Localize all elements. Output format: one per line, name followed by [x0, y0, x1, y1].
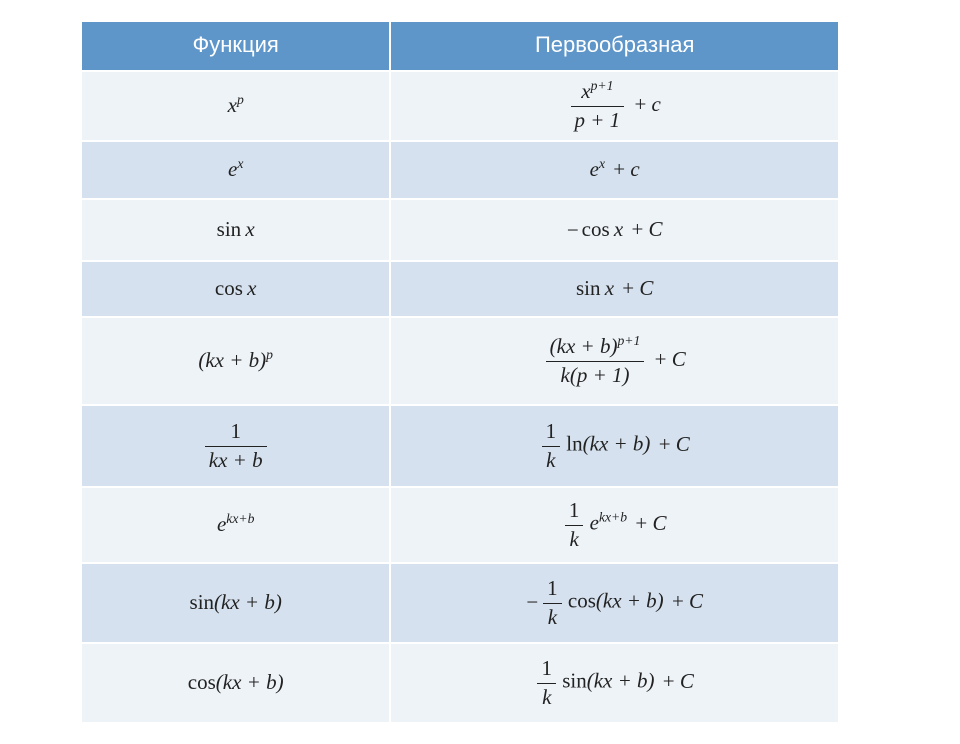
header-function: Функция [81, 21, 390, 71]
table-row: cos xsin x + C [81, 261, 839, 317]
antiderivative-cell: −1k cos(kx + b) + C [390, 563, 839, 643]
antiderivative-cell: (kx + b)p+1k(p + 1) + C [390, 317, 839, 405]
table-row: cos(kx + b)1k sin(kx + b) + C [81, 643, 839, 723]
function-cell: ekx+b [81, 487, 390, 563]
antiderivative-cell: sin x + C [390, 261, 839, 317]
function-cell: cos(kx + b) [81, 643, 390, 723]
table-row: xpxp+1p + 1 + c [81, 71, 839, 141]
antiderivative-cell: 1k ln(kx + b) + C [390, 405, 839, 487]
antiderivative-cell: 1k sin(kx + b) + C [390, 643, 839, 723]
antiderivative-cell: ex + c [390, 141, 839, 199]
function-cell: 1kx + b [81, 405, 390, 487]
function-cell: xp [81, 71, 390, 141]
antiderivative-table: Функция Первообразная xpxp+1p + 1 + cexe… [80, 20, 840, 724]
header-antiderivative: Первообразная [390, 21, 839, 71]
antiderivative-cell: xp+1p + 1 + c [390, 71, 839, 141]
table-row: sin(kx + b)−1k cos(kx + b) + C [81, 563, 839, 643]
table-row: sin x−cos x + C [81, 199, 839, 261]
table-row: 1kx + b1k ln(kx + b) + C [81, 405, 839, 487]
table-header-row: Функция Первообразная [81, 21, 839, 71]
table-body: xpxp+1p + 1 + cexex + csin x−cos x + Cco… [81, 71, 839, 723]
function-cell: cos x [81, 261, 390, 317]
antiderivative-cell: 1k ekx+b + C [390, 487, 839, 563]
function-cell: sin x [81, 199, 390, 261]
antiderivative-cell: −cos x + C [390, 199, 839, 261]
table-row: (kx + b)p(kx + b)p+1k(p + 1) + C [81, 317, 839, 405]
table-row: ekx+b1k ekx+b + C [81, 487, 839, 563]
table-row: exex + c [81, 141, 839, 199]
function-cell: ex [81, 141, 390, 199]
function-cell: sin(kx + b) [81, 563, 390, 643]
function-cell: (kx + b)p [81, 317, 390, 405]
